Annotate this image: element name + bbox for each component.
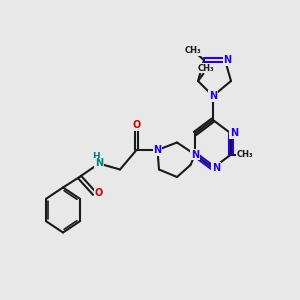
Text: H: H (92, 152, 100, 161)
Text: N: N (212, 163, 220, 173)
Text: CH₃: CH₃ (184, 46, 201, 56)
Text: CH₃: CH₃ (236, 150, 253, 159)
Text: N: N (153, 145, 162, 155)
Text: N: N (209, 91, 217, 101)
Text: N: N (191, 149, 199, 160)
Text: N: N (95, 158, 103, 169)
Text: O: O (132, 120, 141, 130)
Text: O: O (94, 188, 103, 199)
Text: N: N (230, 128, 238, 139)
Text: N: N (223, 55, 232, 65)
Text: CH₃: CH₃ (198, 64, 215, 73)
